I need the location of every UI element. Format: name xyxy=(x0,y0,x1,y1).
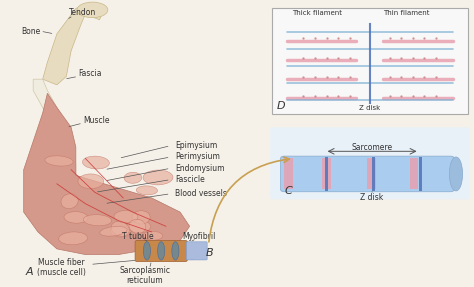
Ellipse shape xyxy=(449,157,463,191)
Text: Sarcomere: Sarcomere xyxy=(352,143,392,152)
Text: Sarcoplasmic
reticulum: Sarcoplasmic reticulum xyxy=(119,266,170,286)
Text: Thick filament: Thick filament xyxy=(292,10,342,16)
Ellipse shape xyxy=(82,156,109,169)
Bar xyxy=(325,157,328,191)
FancyBboxPatch shape xyxy=(270,127,469,199)
Ellipse shape xyxy=(114,211,138,223)
Ellipse shape xyxy=(157,242,165,260)
Text: Bone: Bone xyxy=(21,27,41,36)
Text: Blood vessels: Blood vessels xyxy=(175,189,227,198)
Ellipse shape xyxy=(110,226,131,237)
Bar xyxy=(284,158,292,189)
Ellipse shape xyxy=(64,212,88,223)
Text: C: C xyxy=(284,186,292,196)
Ellipse shape xyxy=(77,2,108,18)
Text: Perimysium: Perimysium xyxy=(175,152,220,162)
Bar xyxy=(419,157,422,191)
Text: D: D xyxy=(276,101,285,111)
Bar xyxy=(322,158,330,189)
Text: T tubule: T tubule xyxy=(122,232,153,241)
Text: Thin filament: Thin filament xyxy=(383,10,429,16)
Text: Muscle: Muscle xyxy=(83,116,109,125)
Bar xyxy=(410,158,418,189)
Polygon shape xyxy=(33,79,76,175)
Ellipse shape xyxy=(136,186,157,195)
Text: Endomysium: Endomysium xyxy=(175,164,225,173)
Text: Fascia: Fascia xyxy=(78,69,102,78)
FancyBboxPatch shape xyxy=(135,241,187,262)
Ellipse shape xyxy=(45,156,73,166)
Text: Z disk: Z disk xyxy=(359,105,380,111)
Ellipse shape xyxy=(59,232,88,245)
Ellipse shape xyxy=(61,194,78,209)
Text: Tendon: Tendon xyxy=(69,8,96,17)
Ellipse shape xyxy=(143,170,173,185)
Ellipse shape xyxy=(132,211,150,224)
Ellipse shape xyxy=(143,231,163,240)
Polygon shape xyxy=(43,3,104,85)
Ellipse shape xyxy=(129,219,146,233)
Ellipse shape xyxy=(111,221,129,236)
Text: Epimysium: Epimysium xyxy=(175,141,218,150)
Text: Z disk: Z disk xyxy=(360,193,384,202)
Text: Muscle fiber
(muscle cell): Muscle fiber (muscle cell) xyxy=(37,257,86,277)
FancyBboxPatch shape xyxy=(272,8,468,114)
Ellipse shape xyxy=(83,215,111,226)
FancyBboxPatch shape xyxy=(186,242,207,260)
Ellipse shape xyxy=(172,242,179,260)
Text: A: A xyxy=(26,267,34,277)
Bar xyxy=(367,158,375,189)
Polygon shape xyxy=(24,93,190,255)
FancyBboxPatch shape xyxy=(281,156,454,192)
Ellipse shape xyxy=(127,220,151,233)
Ellipse shape xyxy=(78,174,104,189)
Text: B: B xyxy=(206,248,214,258)
Bar xyxy=(372,157,375,191)
Ellipse shape xyxy=(100,226,127,236)
Ellipse shape xyxy=(143,242,151,260)
Text: Myofibril: Myofibril xyxy=(182,232,216,241)
Ellipse shape xyxy=(187,243,197,259)
Ellipse shape xyxy=(124,172,142,183)
Text: Fascicle: Fascicle xyxy=(175,175,205,184)
